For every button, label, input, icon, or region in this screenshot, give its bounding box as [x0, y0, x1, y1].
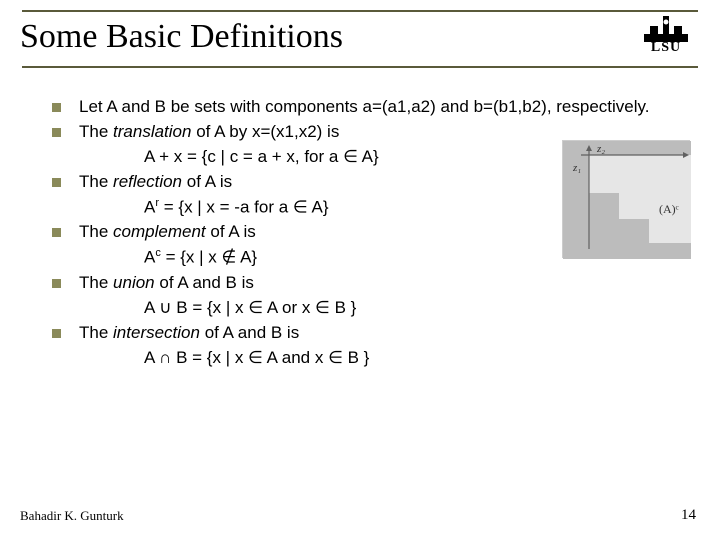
rule-top: [22, 10, 698, 12]
bullet-text: The reflection of A is: [79, 171, 232, 194]
bullet-icon: [52, 128, 61, 137]
bullet-text: The complement of A is: [79, 221, 256, 244]
bullet-icon: [52, 228, 61, 237]
bullet-icon: [52, 329, 61, 338]
list-item: The intersection of A and B is: [52, 322, 690, 345]
page-number: 14: [681, 507, 696, 524]
bullet-text: The intersection of A and B is: [79, 322, 299, 345]
bullet-icon: [52, 178, 61, 187]
bullet-subtext: Ac = {x | x ∉ A}: [144, 246, 690, 270]
bullet-subtext: A + x = {c | c = a + x, for a ∈ A}: [144, 146, 690, 169]
bullet-text: Let A and B be sets with components a=(a…: [79, 96, 649, 119]
bullet-text: The union of A and B is: [79, 272, 254, 295]
list-item: The translation of A by x=(x1,x2) is: [52, 121, 690, 144]
bullet-list: Let A and B be sets with components a=(a…: [52, 96, 690, 372]
list-item: The union of A and B is: [52, 272, 690, 295]
list-item: The reflection of A is: [52, 171, 690, 194]
bullet-icon: [52, 103, 61, 112]
lsu-logo: LSU: [638, 14, 694, 58]
list-item: The complement of A is: [52, 221, 690, 244]
logo-text: LSU: [651, 40, 681, 56]
clocktower-icon: [644, 16, 688, 42]
rule-bottom: [22, 66, 698, 68]
list-item: Let A and B be sets with components a=(a…: [52, 96, 690, 119]
bullet-icon: [52, 279, 61, 288]
slide: Some Basic Definitions LSU z₂ z₁ (A)ᶜ Le…: [0, 0, 720, 540]
footer-author: Bahadir K. Gunturk: [20, 508, 124, 524]
bullet-subtext: A ∩ B = {x | x ∈ A and x ∈ B }: [144, 347, 690, 370]
slide-title: Some Basic Definitions: [20, 18, 700, 56]
bullet-subtext: Ar = {x | x = -a for a ∈ A}: [144, 196, 690, 220]
bullet-subtext: A ∪ B = {x | x ∈ A or x ∈ B }: [144, 297, 690, 320]
bullet-text: The translation of A by x=(x1,x2) is: [79, 121, 339, 144]
